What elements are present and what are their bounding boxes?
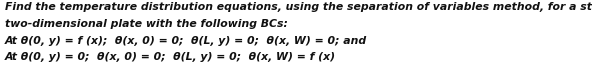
Text: Find the temperature distribution equations, using the separation of variables m: Find the temperature distribution equati… [5, 2, 592, 12]
Text: At θ(0, y) = f (x);  θ(x, 0) = 0;  θ(L, y) = 0;  θ(x, W) = 0; and: At θ(0, y) = f (x); θ(x, 0) = 0; θ(L, y)… [5, 36, 367, 46]
Text: two-dimensional plate with the following BCs:: two-dimensional plate with the following… [5, 19, 288, 29]
Text: At θ(0, y) = 0;  θ(x, 0) = 0;  θ(L, y) = 0;  θ(x, W) = f (x): At θ(0, y) = 0; θ(x, 0) = 0; θ(L, y) = 0… [5, 52, 336, 63]
